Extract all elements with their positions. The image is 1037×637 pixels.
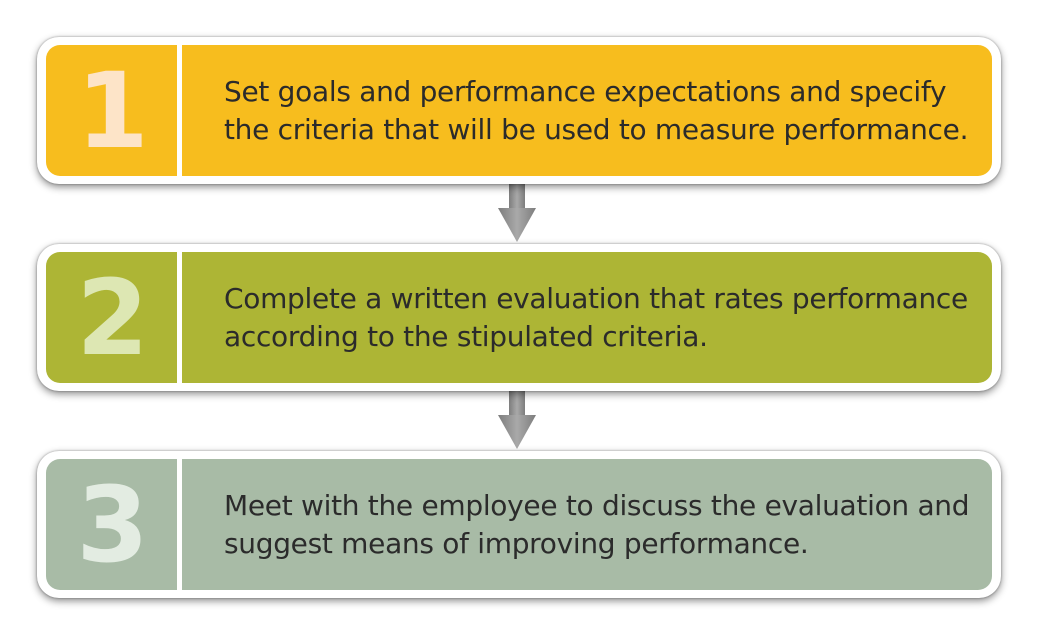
step-description-line: Complete a written evaluation that rates… xyxy=(224,281,968,315)
step-description-line: suggest means of improving performance. xyxy=(224,526,809,560)
step-number: 3 xyxy=(76,463,148,586)
step-number: 2 xyxy=(76,256,148,379)
step-text-cell: Complete a written evaluation that rates… xyxy=(182,252,992,383)
step-description: Meet with the employee to discuss the ev… xyxy=(224,487,970,563)
step-box-1: 1 Set goals and performance expectations… xyxy=(37,37,1001,184)
down-arrow-icon xyxy=(498,180,536,242)
step-number-cell: 2 xyxy=(46,252,177,383)
step-divider xyxy=(177,459,182,590)
step-text-cell: Meet with the employee to discuss the ev… xyxy=(182,459,992,590)
step-description-line: Meet with the employee to discuss the ev… xyxy=(224,488,970,522)
step-description: Set goals and performance expectations a… xyxy=(224,73,968,149)
step-number: 1 xyxy=(76,49,148,172)
step-panel-3: 3 Meet with the employee to discuss the … xyxy=(46,459,992,590)
step-description-line: the criteria that will be used to measur… xyxy=(224,112,969,146)
step-number-cell: 1 xyxy=(46,45,177,176)
step-number-cell: 3 xyxy=(46,459,177,590)
step-text-cell: Set goals and performance expectations a… xyxy=(182,45,992,176)
step-panel-1: 1 Set goals and performance expectations… xyxy=(46,45,992,176)
step-description-line: Set goals and performance expectations a… xyxy=(224,74,947,108)
step-box-3: 3 Meet with the employee to discuss the … xyxy=(37,451,1001,598)
step-description-line: according to the stipulated criteria. xyxy=(224,319,708,353)
step-divider xyxy=(177,45,182,176)
step-box-2: 2 Complete a written evaluation that rat… xyxy=(37,244,1001,391)
step-panel-2: 2 Complete a written evaluation that rat… xyxy=(46,252,992,383)
step-divider xyxy=(177,252,182,383)
down-arrow-icon xyxy=(498,387,536,449)
step-description: Complete a written evaluation that rates… xyxy=(224,280,968,356)
